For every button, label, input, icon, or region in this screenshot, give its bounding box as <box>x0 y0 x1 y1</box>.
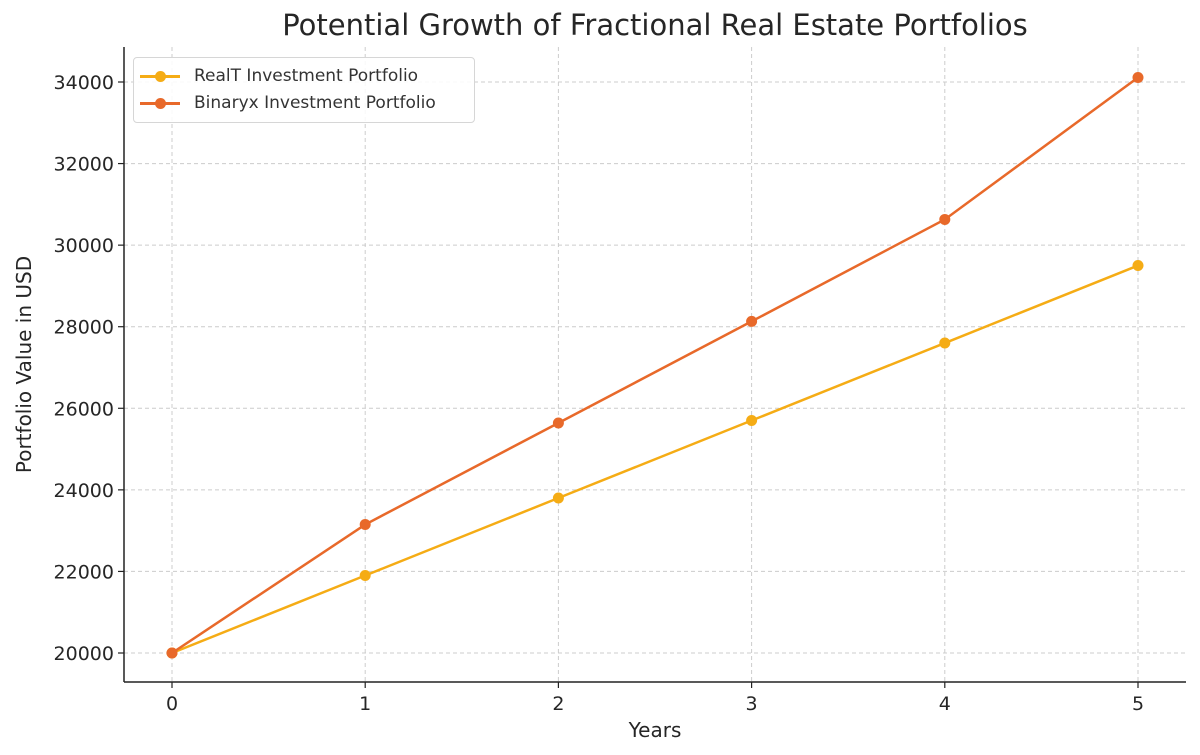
axes <box>118 47 1186 688</box>
y-tick-label: 32000 <box>54 154 114 176</box>
data-point <box>746 415 758 427</box>
data-point <box>939 337 951 349</box>
y-tick-label: 24000 <box>54 480 114 502</box>
x-tick-label: 5 <box>1132 693 1144 715</box>
y-tick-label: 34000 <box>54 72 114 94</box>
x-tick-label: 0 <box>166 693 178 715</box>
y-axis-label: Portfolio Value in USD <box>12 256 36 473</box>
grid-lines <box>124 47 1186 682</box>
x-axis-label: Years <box>628 718 682 742</box>
y-tick-label: 20000 <box>54 643 114 665</box>
data-point <box>1132 72 1144 84</box>
legend-item-realt: RealT Investment Portfolio <box>134 63 418 89</box>
legend-label: RealT Investment Portfolio <box>194 66 419 86</box>
data-series <box>166 72 1144 659</box>
data-point <box>939 213 951 225</box>
x-tick-label: 2 <box>552 693 564 715</box>
x-tick-label: 3 <box>746 693 758 715</box>
data-point <box>552 417 564 429</box>
data-point <box>166 647 178 659</box>
legend: RealT Investment Portfolio Binaryx Inves… <box>133 57 475 123</box>
data-point <box>552 492 564 504</box>
chart-title: Potential Growth of Fractional Real Esta… <box>282 8 1028 42</box>
data-point <box>1132 260 1144 272</box>
series-1 <box>166 72 1144 659</box>
legend-item-binaryx: Binaryx Investment Portfolio <box>134 90 436 116</box>
data-point <box>746 315 758 327</box>
line-marker-icon <box>140 93 180 113</box>
y-tick-label: 26000 <box>54 398 114 420</box>
series-0 <box>166 260 1144 659</box>
data-point <box>359 570 371 582</box>
data-point <box>359 519 371 531</box>
y-tick-label: 30000 <box>54 235 114 257</box>
legend-label: Binaryx Investment Portfolio <box>194 93 436 113</box>
y-tick-label: 28000 <box>54 317 114 339</box>
axis-labels: 20000 22000 24000 26000 28000 30000 32000 34000… <box>12 72 1144 742</box>
x-tick-label: 1 <box>359 693 371 715</box>
line-marker-icon <box>140 66 180 86</box>
x-tick-label: 4 <box>939 693 951 715</box>
y-tick-label: 22000 <box>54 561 114 583</box>
